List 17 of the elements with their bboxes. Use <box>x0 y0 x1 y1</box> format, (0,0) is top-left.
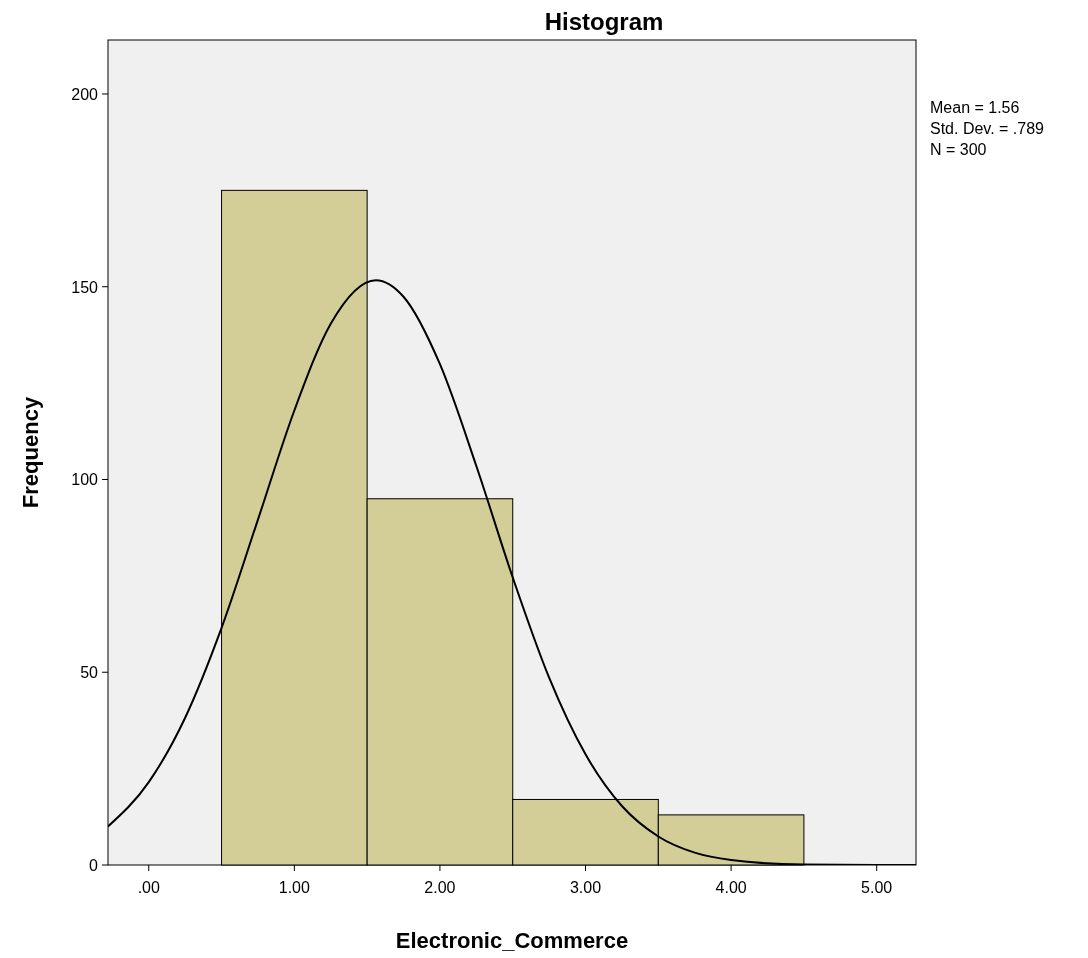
x-tick-label: 2.00 <box>424 879 456 896</box>
x-tick-label: .00 <box>137 879 160 896</box>
y-axis-title: Frequency <box>18 396 43 509</box>
x-tick-label: 4.00 <box>715 879 747 896</box>
y-tick-label: 0 <box>89 857 99 874</box>
x-tick-label: 3.00 <box>569 879 602 896</box>
x-tick-label: 1.00 <box>278 879 311 896</box>
x-axis-title: Electronic_Commerce <box>395 928 629 953</box>
y-tick-label: 100 <box>71 471 99 489</box>
y-tick-label: 150 <box>71 278 99 296</box>
x-tick-label: 5.00 <box>861 879 893 896</box>
chart-title: Histogram <box>544 8 664 35</box>
text: N = 300 <box>930 141 987 158</box>
y-tick-label: 50 <box>80 664 99 682</box>
y-tick-label: 200 <box>71 85 99 103</box>
text: Std. Dev. = .789 <box>930 120 1045 137</box>
text: Mean = 1.56 <box>930 99 1020 116</box>
